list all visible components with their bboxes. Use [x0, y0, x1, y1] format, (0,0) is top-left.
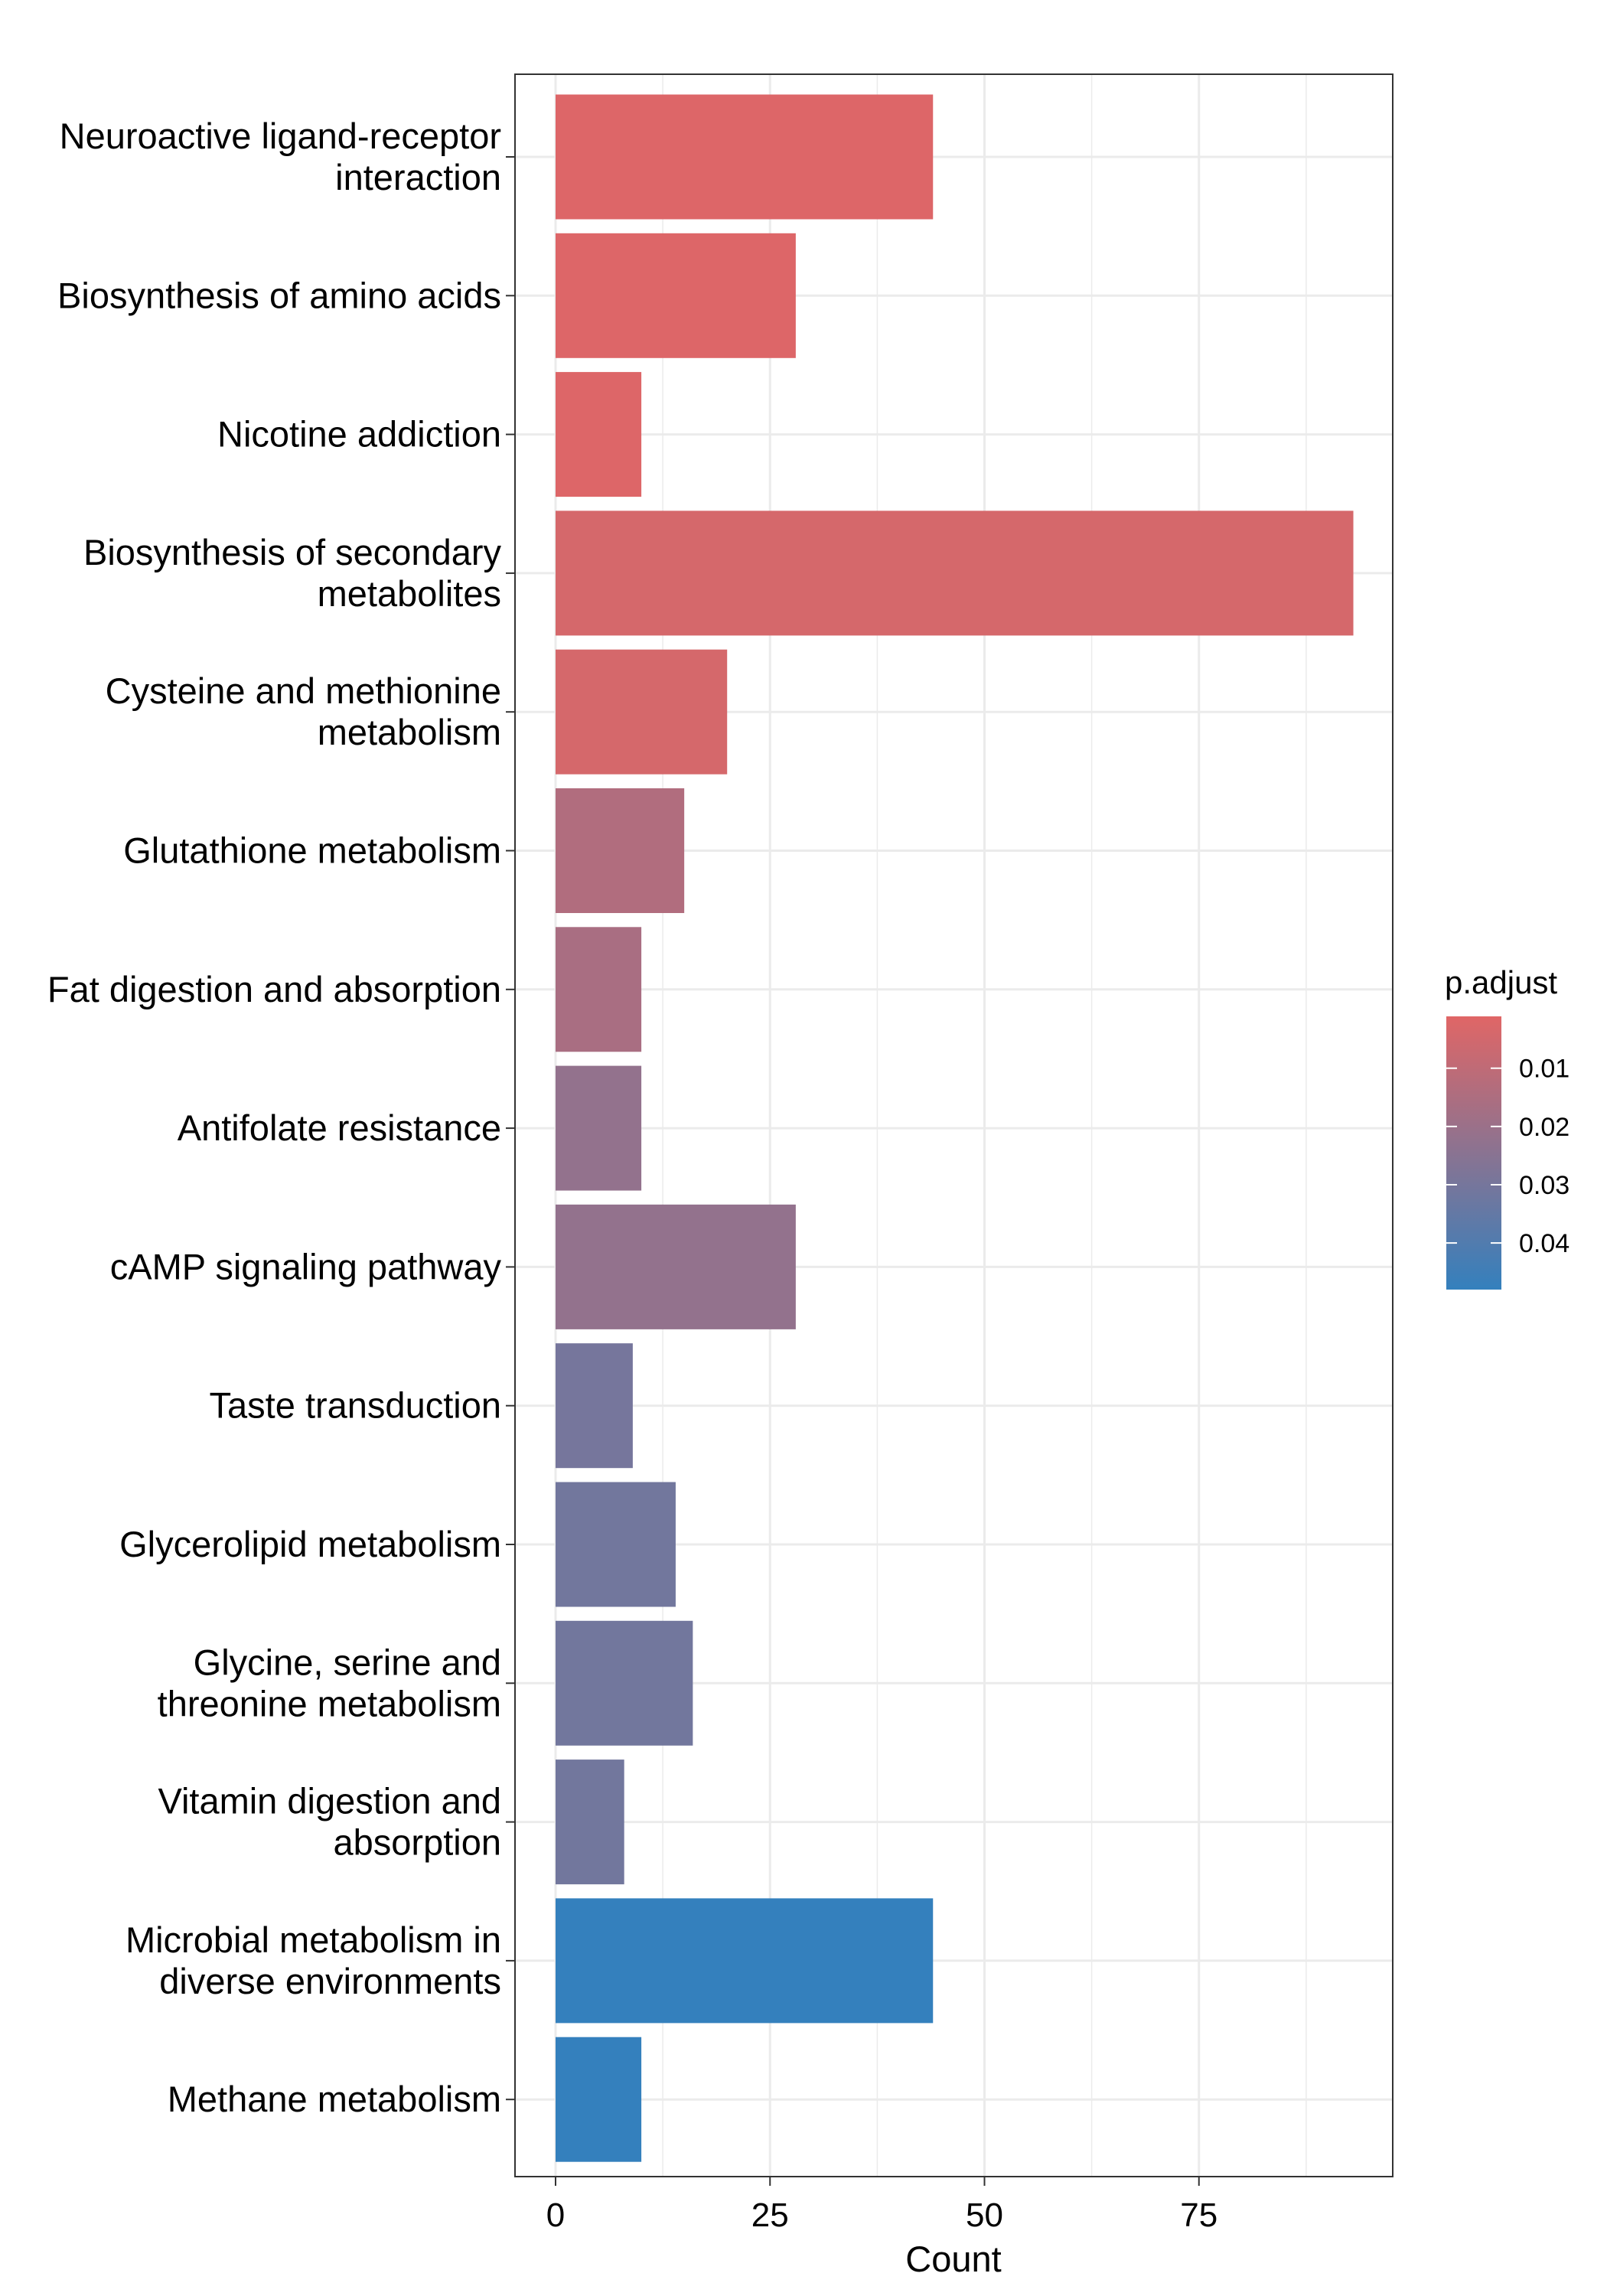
bar [556, 1343, 633, 1469]
legend-tick-label: 0.03 [1519, 1171, 1570, 1200]
category-label: Vitamin digestion and absorption [158, 1781, 501, 1863]
x-axis: 0 25 50 75 [546, 2177, 1217, 2234]
category-label: Methane metabolism [168, 2079, 501, 2119]
bar [556, 649, 728, 775]
x-tick-label: 75 [1180, 2197, 1217, 2234]
bar [556, 1760, 624, 1885]
bar [556, 927, 642, 1052]
bar [556, 788, 685, 913]
bar [556, 2037, 642, 2162]
category-label: Taste transduction [210, 1385, 501, 1426]
bar [556, 372, 642, 497]
bar [556, 233, 796, 358]
x-tick-label: 0 [546, 2197, 565, 2234]
legend-tick-label: 0.04 [1519, 1229, 1570, 1258]
category-label: Microbial metabolism in diverse environme… [125, 1919, 501, 2001]
bar [556, 1898, 934, 2024]
legend-tick-label: 0.02 [1519, 1113, 1570, 1142]
category-label: Biosynthesis of secondary metabolites [83, 532, 502, 614]
panel-grid [515, 74, 1393, 2177]
category-label: Neuroactive ligand-receptor interaction [60, 116, 501, 197]
legend-title: p.adjust [1445, 964, 1557, 1000]
y-axis: Neuroactive ligand-receptor interaction Bi… [47, 116, 515, 2119]
bar [556, 94, 934, 220]
panel-background [515, 74, 1393, 2177]
bar [556, 1482, 676, 1607]
category-label: Glycerolipid metabolism [119, 1524, 501, 1564]
category-label: Biosynthesis of amino acids [57, 275, 501, 315]
bar [556, 1204, 796, 1329]
bar [556, 1620, 693, 1746]
x-axis-title: Count [905, 2239, 1001, 2279]
legend-colorbar [1446, 1016, 1501, 1290]
category-label: Fat digestion and absorption [47, 969, 501, 1009]
category-label: Glycine, serine and threonine metabolism [158, 1642, 501, 1724]
bars [556, 94, 1354, 2162]
color-legend: p.adjust 0.01 0.02 0.03 0.04 [1445, 964, 1570, 1290]
category-label: Nicotine addiction [217, 414, 501, 455]
x-tick-label: 25 [751, 2197, 789, 2234]
bar [556, 510, 1354, 636]
panel-border [514, 73, 1393, 2177]
category-label: Glutathione metabolism [123, 830, 501, 871]
category-label: Cysteine and methionine metabolism [106, 670, 501, 752]
legend-ticks: 0.01 0.02 0.03 0.04 [1446, 1055, 1570, 1258]
legend-tick-label: 0.01 [1519, 1055, 1570, 1084]
bar [556, 1065, 642, 1191]
category-label: cAMP signaling pathway [110, 1246, 502, 1287]
category-label: Antifolate resistance [178, 1107, 501, 1148]
x-tick-label: 50 [966, 2197, 1003, 2234]
